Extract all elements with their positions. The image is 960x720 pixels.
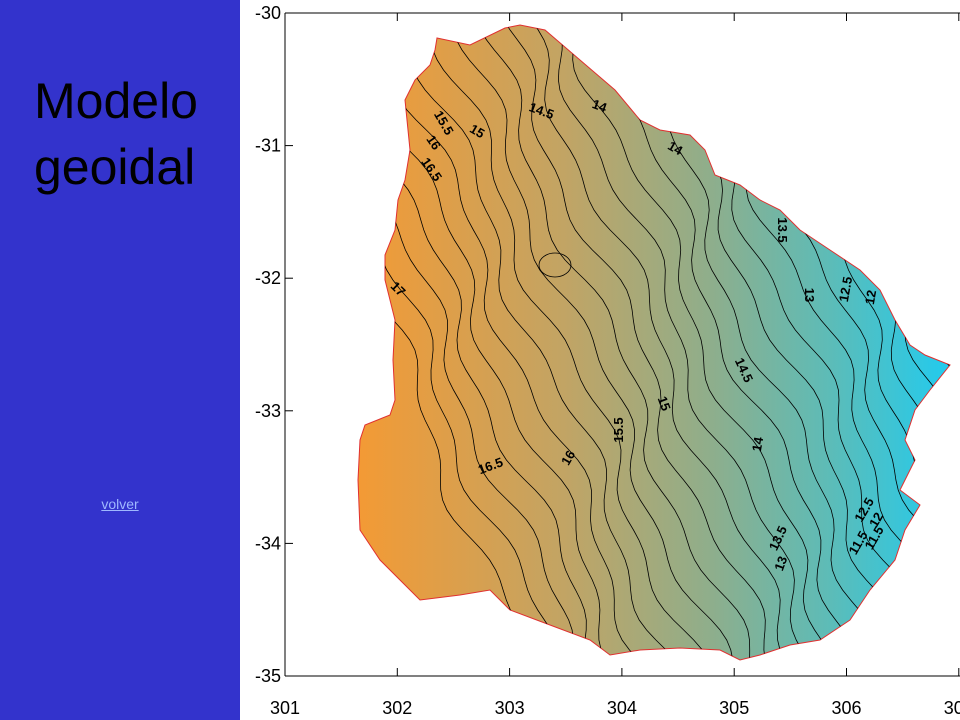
contour-line <box>358 25 548 660</box>
contour-line <box>538 252 572 278</box>
contour-label: 16 <box>558 448 578 468</box>
contour-label: 13.5 <box>775 217 790 242</box>
contour-line <box>544 25 823 660</box>
contour-label: 14 <box>590 96 609 115</box>
contour-label: 13 <box>771 554 790 573</box>
x-tick-label: 307 <box>944 698 960 718</box>
contour-line <box>440 25 740 660</box>
y-tick-label: -32 <box>255 268 281 288</box>
contour-line <box>519 25 803 660</box>
contour-line <box>409 25 720 660</box>
contour-line <box>358 25 577 660</box>
y-tick-label: -31 <box>255 136 281 156</box>
geoid-map: 301302303304305306307-30-31-32-33-34-35 … <box>255 3 960 718</box>
contour-label: 15 <box>655 394 674 413</box>
contour-label: 16 <box>423 132 444 152</box>
contour-label: 14 <box>749 435 766 453</box>
contour-line <box>468 25 762 660</box>
y-tick-label: -34 <box>255 533 281 553</box>
x-tick-label: 304 <box>607 698 637 718</box>
x-tick-label: 305 <box>719 698 749 718</box>
contour-line <box>359 25 672 660</box>
sidebar: Modelo geoidal volver <box>0 0 240 720</box>
page-title: Modelo geoidal <box>34 73 198 195</box>
y-tick-label: -33 <box>255 401 281 421</box>
contour-label: 12 <box>862 289 879 306</box>
contour-line <box>358 25 607 660</box>
x-tick-label: 303 <box>495 698 525 718</box>
contour-line <box>358 25 561 660</box>
contour-line <box>568 25 847 660</box>
y-tick-label: -30 <box>255 3 281 23</box>
axes: 301 302 303 304 305 306 307 -30 -31 -32 -33 -34 -35 <box>255 3 960 718</box>
back-link[interactable]: volver <box>101 496 139 512</box>
x-tick-label: 302 <box>382 698 412 718</box>
contour-line <box>494 25 783 660</box>
country-shape <box>357 24 951 661</box>
contour-line <box>381 25 698 660</box>
x-tick-label: 301 <box>270 698 300 718</box>
y-tick-label: -35 <box>255 666 281 686</box>
contour-label: 12.5 <box>836 275 855 303</box>
contour-label: 15 <box>467 121 487 141</box>
contour-label: 13 <box>802 288 817 302</box>
contour-label: 15.5 <box>611 417 626 442</box>
x-tick-label: 306 <box>831 698 861 718</box>
contour-label: 12 <box>866 510 886 530</box>
